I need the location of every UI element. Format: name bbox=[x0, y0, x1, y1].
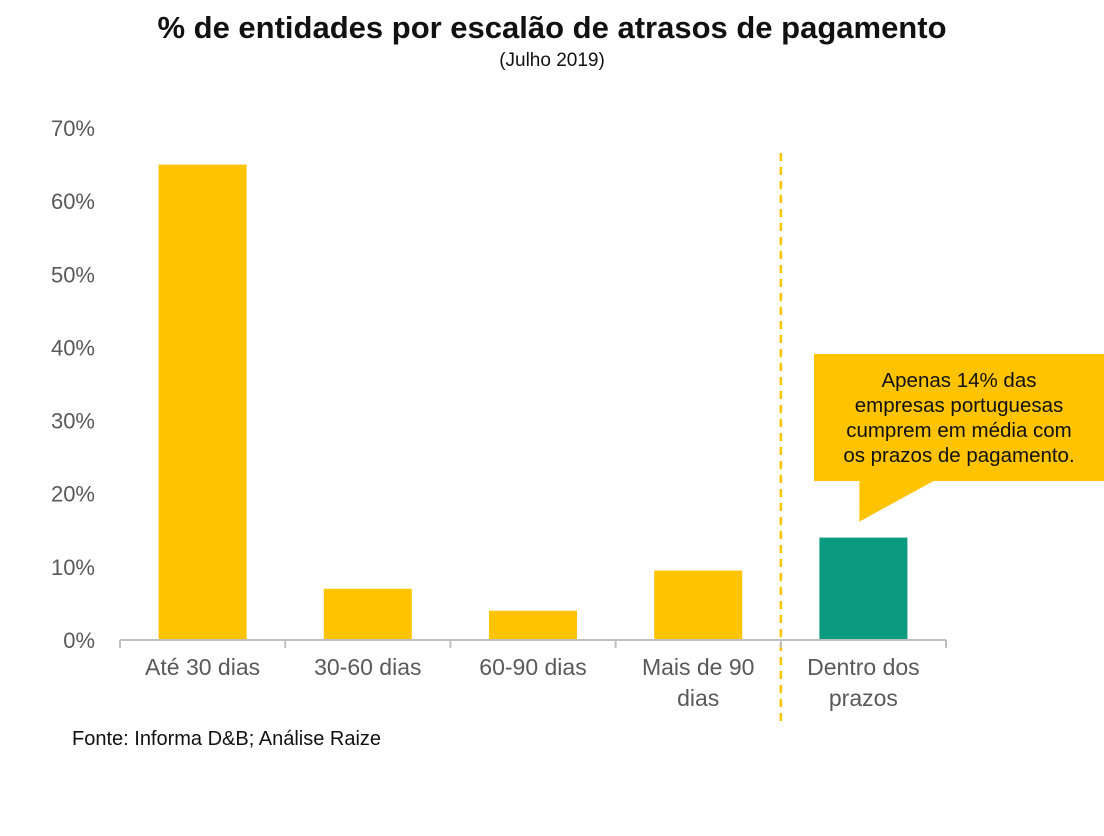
annotation-text: Apenas 14% das empresas portuguesas cump… bbox=[843, 368, 1075, 467]
callout-pointer bbox=[859, 480, 936, 522]
callout-box bbox=[814, 354, 1104, 481]
y-tick-label: 10% bbox=[51, 555, 95, 580]
y-tick-label: 0% bbox=[63, 628, 95, 653]
x-category-label: Até 30 dias bbox=[145, 654, 260, 680]
y-tick-label: 70% bbox=[51, 116, 95, 141]
y-tick-label: 50% bbox=[51, 262, 95, 287]
bar bbox=[323, 588, 412, 640]
annotation-callout bbox=[814, 354, 1104, 522]
y-axis-ticks: 0% 10% 20% 30% 40% 50% 60% 70% bbox=[51, 116, 95, 653]
y-tick-label: 40% bbox=[51, 335, 95, 360]
x-axis bbox=[119, 639, 947, 648]
y-tick-label: 60% bbox=[51, 189, 95, 214]
category-labels: Até 30 dias 30-60 dias 60-90 dias Mais de 9… bbox=[145, 654, 920, 711]
y-tick-label: 20% bbox=[51, 482, 95, 507]
bars-layer bbox=[158, 164, 908, 641]
bar bbox=[158, 164, 247, 641]
x-category-label: 60-90 dias bbox=[479, 654, 586, 680]
bar bbox=[654, 570, 743, 640]
x-category-label: 30-60 dias bbox=[314, 654, 421, 680]
x-category-label: Dentro dos prazos bbox=[807, 654, 920, 711]
bar bbox=[489, 610, 577, 640]
source-note: Fonte: Informa D&B; Análise Raize bbox=[72, 728, 382, 750]
chart-subtitle: (Julho 2019) bbox=[499, 50, 605, 71]
bar bbox=[819, 537, 908, 640]
x-category-label: Mais de 90 dias bbox=[642, 654, 755, 711]
y-tick-label: 30% bbox=[51, 409, 95, 434]
chart-title: % de entidades por escalão de atrasos de… bbox=[157, 10, 947, 45]
